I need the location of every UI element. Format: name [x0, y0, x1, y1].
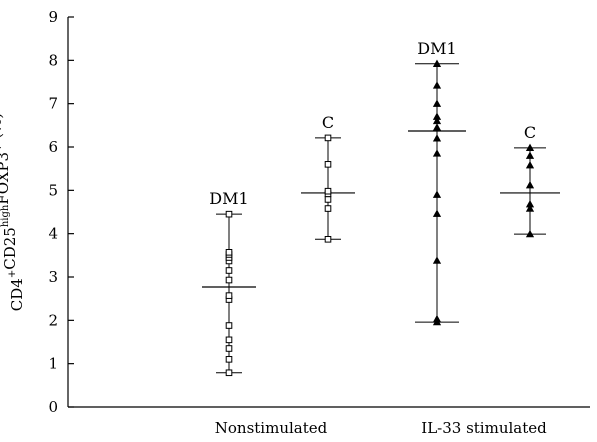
y-ticks: 0 1 2 3 4 5 6 7 8 9 [48, 8, 74, 416]
data-point [433, 210, 440, 216]
data-point [433, 135, 440, 141]
y-tick-label: 8 [48, 51, 58, 69]
y-tick-label: 7 [48, 95, 58, 113]
data-groups: DM1 C DM1 C [202, 39, 560, 376]
group-c-il-33-stimulated: C [500, 123, 560, 237]
category-label: IL-33 stimulated [421, 419, 547, 437]
y-tick-label: 0 [48, 398, 58, 416]
y-tick-label: 3 [48, 268, 58, 286]
data-point [433, 191, 440, 197]
data-point [226, 370, 232, 376]
y-axis-title: CD4+CD25highFOXP3+ (%) [0, 113, 26, 311]
data-point [433, 315, 440, 321]
y-tick-label: 5 [48, 181, 58, 199]
axes [68, 17, 590, 407]
data-point [325, 188, 331, 194]
y-tick-label: 4 [48, 225, 58, 243]
y-tick-label: 6 [48, 138, 58, 156]
data-point [433, 82, 440, 88]
data-point [226, 250, 232, 256]
group-label: DM1 [209, 189, 248, 208]
group-label: C [524, 123, 536, 142]
data-point [226, 346, 232, 352]
data-point [325, 206, 331, 212]
group-dm1-il-33-stimulated: DM1 [408, 39, 466, 325]
data-point [433, 100, 440, 106]
data-point [526, 182, 533, 188]
data-point [433, 113, 440, 119]
data-point [226, 357, 232, 363]
group-label: DM1 [417, 39, 456, 58]
data-point [433, 124, 440, 130]
data-point [433, 150, 440, 156]
data-point [226, 337, 232, 343]
data-point [226, 211, 232, 217]
data-point [226, 277, 232, 283]
data-point [226, 323, 232, 329]
data-point [325, 237, 331, 243]
data-point [526, 152, 533, 158]
group-c-nonstimulated: C [301, 113, 355, 242]
data-point [433, 257, 440, 263]
y-tick-label: 2 [48, 311, 58, 329]
y-tick-label: 9 [48, 8, 58, 26]
data-point [226, 293, 232, 299]
data-point [226, 268, 232, 274]
group-dm1-nonstimulated: DM1 [202, 189, 256, 375]
data-point [325, 135, 331, 141]
data-point [526, 201, 533, 207]
category-label: Nonstimulated [215, 419, 328, 437]
y-tick-label: 1 [48, 355, 58, 373]
data-point [325, 162, 331, 168]
data-point [526, 162, 533, 168]
category-labels: Nonstimulated IL-33 stimulated [215, 419, 547, 437]
data-point [325, 197, 331, 203]
group-label: C [322, 113, 334, 132]
